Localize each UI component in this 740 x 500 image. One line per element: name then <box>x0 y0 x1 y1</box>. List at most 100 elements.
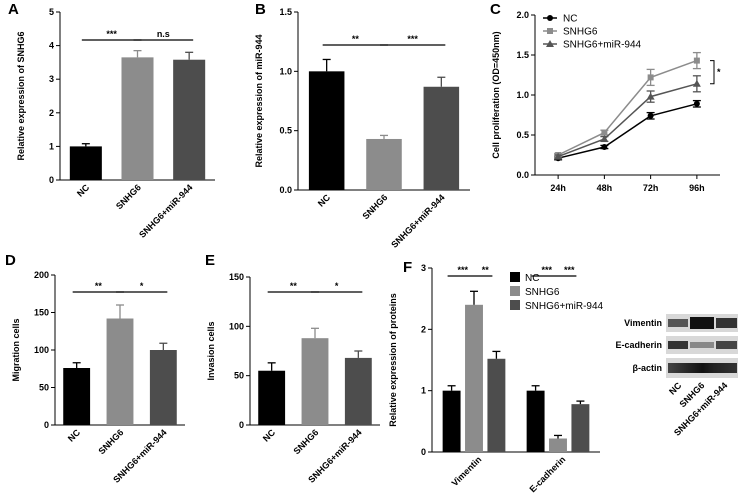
bar <box>423 86 460 190</box>
bar <box>301 338 329 425</box>
y-tick-label: 1.0 <box>516 90 529 100</box>
significance-label: * <box>335 281 339 291</box>
x-tick-label: Vimentin <box>450 454 484 488</box>
y-axis-title: Cell proliferation (OD=450nm) <box>491 31 501 158</box>
line <box>557 59 698 156</box>
significance-label: *** <box>407 34 418 44</box>
bar <box>366 138 402 190</box>
point <box>647 74 654 81</box>
y-tick-label: 0.5 <box>279 126 292 136</box>
blot-row-label: E-cadherin <box>615 340 662 350</box>
y-tick-label: 2 <box>49 108 54 118</box>
y-tick-label: 2 <box>421 324 426 334</box>
y-tick-label: 0.5 <box>516 130 529 140</box>
blot-band <box>690 317 714 329</box>
blot-band <box>716 341 737 349</box>
western-blot: Vimentin E-cadherin β-actin NC SNHG6 SNH… <box>615 314 738 438</box>
significance-label: *** <box>106 29 117 39</box>
bar <box>526 390 545 452</box>
y-tick-label: 5 <box>49 7 54 17</box>
y-tick-label: 2.0 <box>516 10 529 20</box>
blot-row-label: β-actin <box>633 363 663 373</box>
legend-label: SNHG6+miR-944 <box>525 301 604 312</box>
x-tick-label: NC <box>66 427 83 444</box>
y-tick-label: 150 <box>34 308 49 318</box>
bar <box>344 357 372 425</box>
point <box>693 57 700 64</box>
x-tick-label: SNHG6+miR-944 <box>137 182 194 239</box>
y-axis-title: Relative expression of miR-944 <box>254 34 264 167</box>
bar <box>308 71 345 190</box>
significance-label: ** <box>290 281 298 291</box>
y-tick-label: 100 <box>229 321 244 331</box>
x-tick-label: NC <box>316 192 333 209</box>
point <box>692 79 701 87</box>
bar <box>149 350 177 425</box>
blot-lane-label: NC <box>667 380 684 397</box>
significance-label: n.s <box>157 29 170 39</box>
bar <box>442 390 461 452</box>
x-tick-label: SNHG6 <box>291 427 320 456</box>
y-tick-label: 0 <box>49 175 54 185</box>
significance-label: *** <box>542 265 553 275</box>
y-tick-label: 50 <box>39 383 49 393</box>
y-tick-label: 1.5 <box>516 50 529 60</box>
legend-swatch <box>510 300 520 310</box>
y-tick-label: 1.5 <box>279 7 292 17</box>
x-tick-label: 72h <box>643 183 659 193</box>
blot-band <box>716 318 737 328</box>
legend-swatch <box>510 286 520 296</box>
point <box>554 152 563 160</box>
y-axis-title: Relative expression of SNHG6 <box>16 31 26 160</box>
bar <box>487 358 506 452</box>
y-tick-label: 0.0 <box>516 170 529 180</box>
point <box>647 112 654 119</box>
legend-label: NC <box>563 14 577 25</box>
legend-label: NC <box>525 273 539 284</box>
bar <box>121 57 154 180</box>
blot-row-label: Vimentin <box>624 318 662 328</box>
legend-marker <box>546 40 554 47</box>
y-tick-label: 3 <box>49 74 54 84</box>
y-tick-label: 3 <box>421 263 426 273</box>
y-tick-label: 50 <box>234 371 244 381</box>
significance-label: *** <box>564 265 575 275</box>
significance-label: ** <box>482 265 490 275</box>
y-tick-label: 1 <box>421 386 426 396</box>
panel-letter: E <box>205 252 215 269</box>
y-tick-label: 1.0 <box>279 66 292 76</box>
y-tick-label: 4 <box>49 41 54 51</box>
legend-label: SNHG6 <box>563 27 598 38</box>
blot-band <box>668 363 737 373</box>
x-tick-label: NC <box>75 182 92 199</box>
legend-swatch <box>510 272 520 282</box>
panel-letter: C <box>490 1 501 18</box>
x-tick-label: NC <box>261 427 278 444</box>
bar <box>571 404 590 452</box>
x-tick-label: 48h <box>597 183 613 193</box>
bar <box>465 304 483 452</box>
x-tick-label: E-cadherin <box>527 454 567 494</box>
y-tick-label: 1 <box>49 141 54 151</box>
x-tick-label: 96h <box>689 183 705 193</box>
y-tick-label: 0 <box>421 447 426 457</box>
bar <box>549 438 567 452</box>
significance-bracket <box>710 60 715 85</box>
point <box>693 100 700 107</box>
line <box>557 83 698 158</box>
blot-band <box>668 319 688 327</box>
x-tick-label: SNHG6 <box>96 427 125 456</box>
bar <box>63 368 91 425</box>
line <box>557 103 698 159</box>
y-tick-label: 200 <box>34 270 49 280</box>
y-tick-label: 100 <box>34 345 49 355</box>
y-tick-label: 0 <box>44 420 49 430</box>
significance-label: * <box>717 67 721 77</box>
blot-band <box>668 341 688 349</box>
significance-label: * <box>140 281 144 291</box>
panel-letter: B <box>255 1 266 18</box>
bar <box>258 370 286 425</box>
point <box>601 144 608 150</box>
y-axis-title: Migration cells <box>11 318 21 381</box>
